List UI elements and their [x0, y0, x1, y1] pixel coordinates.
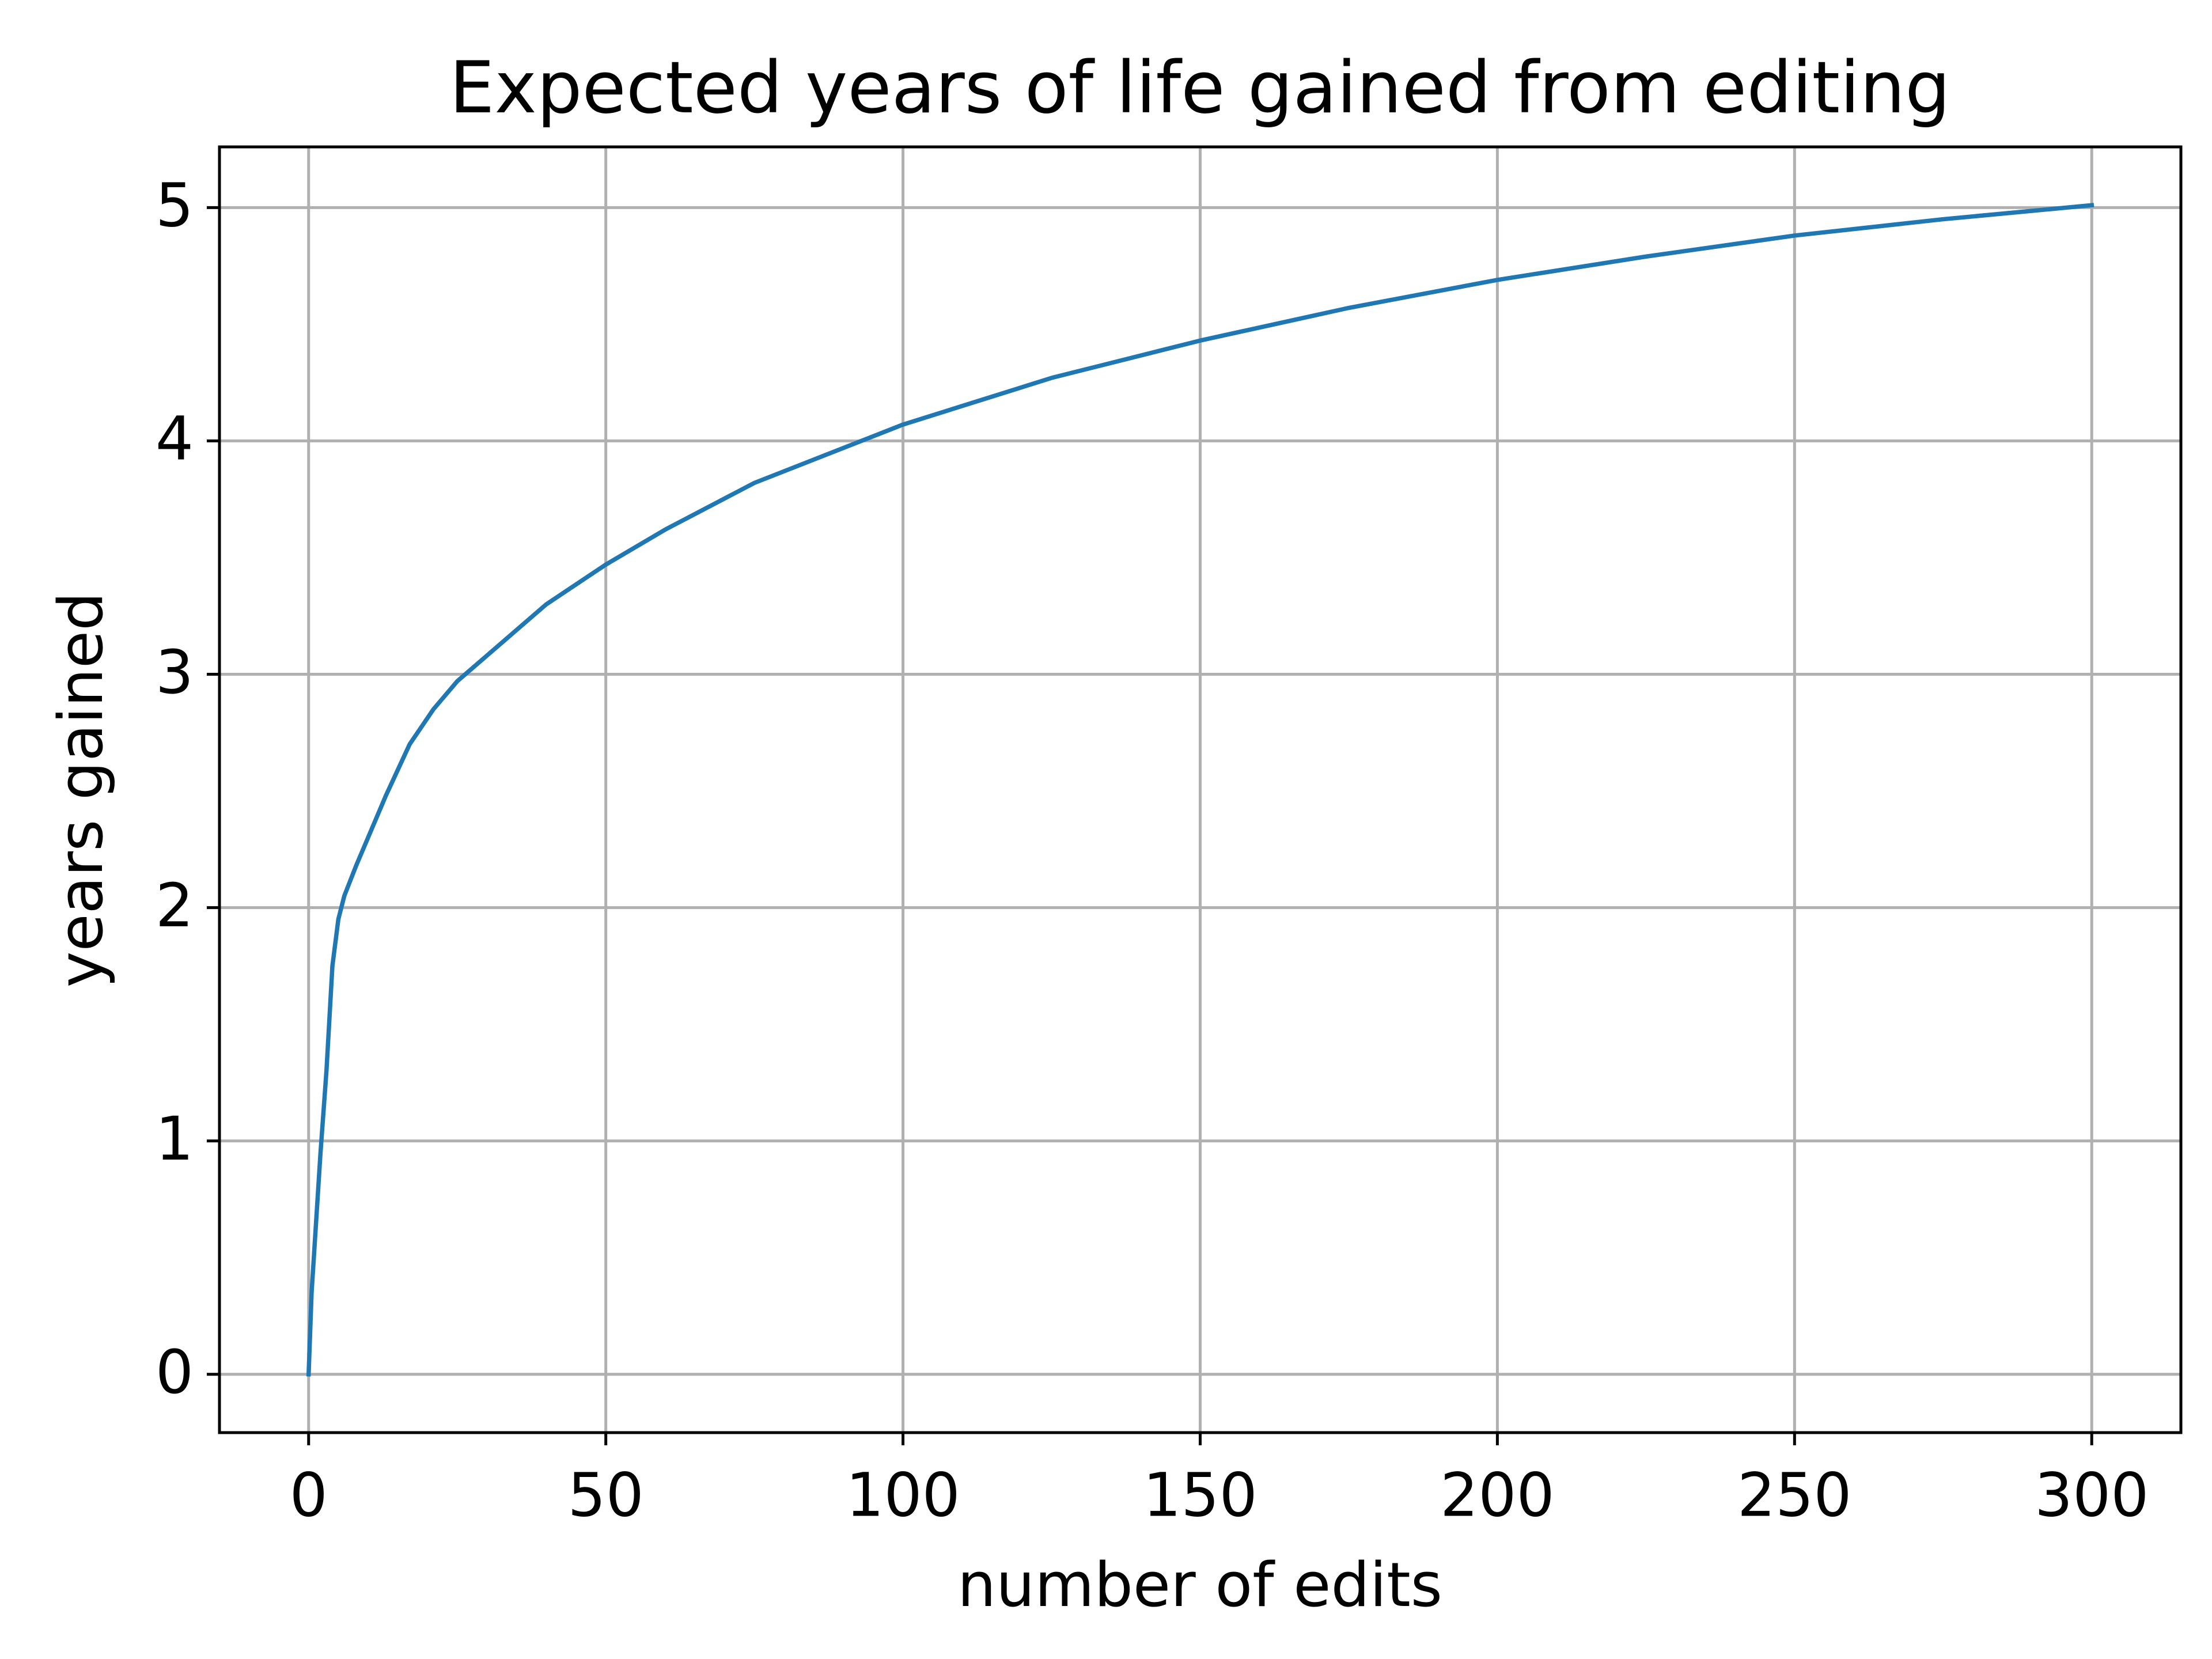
y-tick-label: 3 [156, 637, 194, 707]
x-tick-label: 0 [290, 1460, 328, 1530]
y-tick-label: 0 [156, 1337, 194, 1407]
y-tick-label: 4 [156, 404, 194, 474]
x-axis-label: number of edits [957, 1550, 1442, 1620]
x-tick-label: 300 [2035, 1460, 2149, 1530]
x-tick-label: 250 [1737, 1460, 1852, 1530]
y-axis-label: years gained [46, 592, 116, 988]
y-tick-label: 1 [156, 1104, 194, 1174]
chart-title: Expected years of life gained from editi… [449, 47, 1950, 130]
y-tick-label: 5 [156, 171, 194, 241]
x-tick-label: 150 [1143, 1460, 1257, 1530]
y-tick-label: 2 [156, 870, 194, 941]
x-tick-label: 100 [846, 1460, 960, 1530]
x-tick-label: 200 [1440, 1460, 1555, 1530]
data-line [306, 203, 2094, 1377]
plot-frame [218, 145, 2183, 1434]
x-tick-label: 50 [568, 1460, 644, 1530]
